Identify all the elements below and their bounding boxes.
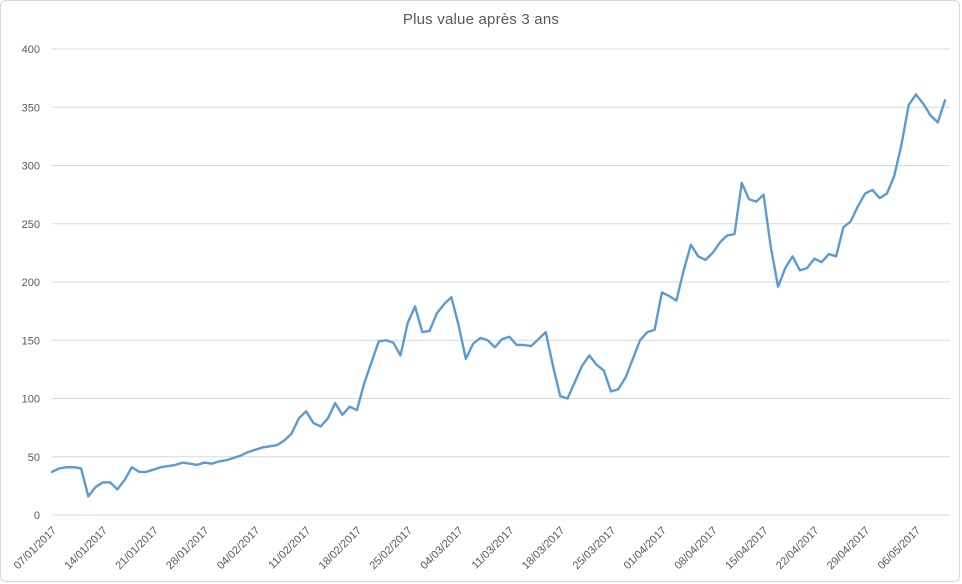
y-axis-tick-label: 150 (22, 335, 40, 347)
x-axis-tick-label: 18/03/2017 (520, 525, 567, 572)
y-axis-tick-label: 350 (22, 102, 40, 114)
y-axis-tick-label: 250 (22, 219, 40, 231)
x-axis-tick-label: 18/02/2017 (317, 525, 364, 572)
x-axis-tick-label: 01/04/2017 (622, 525, 669, 572)
x-axis-tick-label: 11/03/2017 (470, 525, 517, 572)
x-axis-tick-label: 06/05/2017 (876, 525, 923, 572)
x-axis-tick-label: 08/04/2017 (672, 525, 719, 572)
y-axis-tick-label: 400 (22, 44, 40, 56)
data-series-line (50, 93, 947, 498)
x-axis-tick-label: 07/01/2017 (12, 525, 59, 572)
x-axis-tick-label: 11/02/2017 (266, 525, 313, 572)
y-axis-tick-label: 200 (22, 277, 40, 289)
x-axis-tick-label: 29/04/2017 (825, 525, 872, 572)
x-axis-tick-label: 14/01/2017 (63, 525, 110, 572)
y-axis-tick-label: 50 (28, 452, 40, 464)
x-axis-tick-label: 25/03/2017 (571, 525, 618, 572)
x-axis-tick-label: 21/01/2017 (113, 525, 160, 572)
x-axis-tick-label: 22/04/2017 (774, 525, 821, 572)
chart-title: Plus value après 3 ans (402, 11, 560, 28)
x-axis-tick-label: 15/04/2017 (723, 525, 770, 572)
y-axis-tick-label: 0 (34, 510, 40, 522)
x-axis-tick-label: 25/02/2017 (367, 525, 414, 572)
x-axis-tick-label: 04/03/2017 (418, 525, 465, 572)
x-axis-tick-label: 04/02/2017 (215, 525, 262, 572)
y-axis-tick-label: 300 (22, 161, 40, 173)
y-axis-tick-label: 100 (22, 394, 40, 406)
x-axis-tick-label: 28/01/2017 (164, 525, 211, 572)
